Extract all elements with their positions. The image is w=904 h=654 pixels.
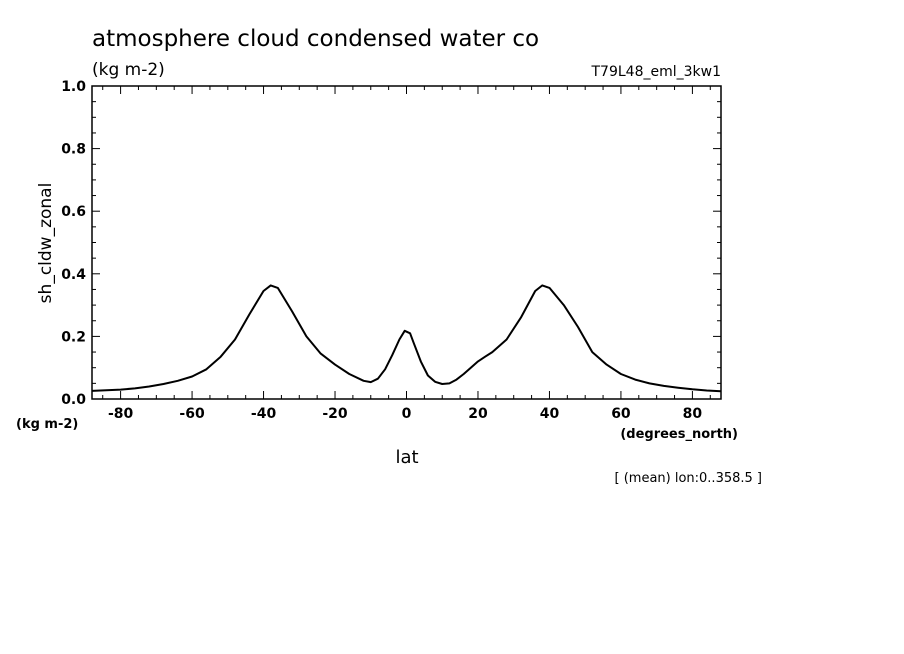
x-tick-label: 0 [402,406,412,422]
x-units-label: (degrees_north) [620,427,738,442]
plot-border [91,85,722,400]
y-tick-label: 0.4 [61,267,86,283]
x-tick-label: -20 [322,406,348,422]
plot-area [91,85,722,400]
x-tick-label: 80 [683,406,703,422]
x-tick-label: 40 [540,406,560,422]
data-series-line [91,284,722,393]
x-tick-label: -40 [251,406,277,422]
run-label: T79L48_eml_3kw1 [591,64,722,80]
y-tick-label: 0.0 [61,392,86,408]
y-tick-label: 0.6 [61,204,86,220]
y-axis-label: sh_cldw_zonal [36,183,56,304]
axis-tick-labels: -80 -60 -40 -20 0 20 40 60 80 0.0 0.2 0.4 0.6 0.8 1.0 [61,79,702,422]
x-axis-label: lat [395,447,418,468]
y-tick-label: 0.8 [61,142,86,158]
y-units-label: (kg m-2) [16,417,78,432]
units-label: (kg m-2) [92,60,165,80]
x-tick-label: -60 [179,406,205,422]
chart-title: atmosphere cloud condensed water co [92,26,539,52]
x-tick-label: -80 [108,406,134,422]
y-tick-label: 1.0 [61,79,86,95]
x-tick-label: 60 [611,406,631,422]
axis-ticks [92,85,721,400]
footnote: [ (mean) lon:0..358.5 ] [615,471,763,486]
x-tick-label: 20 [468,406,488,422]
y-tick-label: 0.2 [61,329,86,345]
